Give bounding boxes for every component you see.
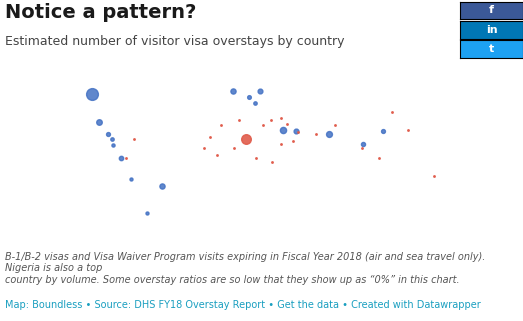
Point bbox=[157, 184, 166, 189]
Point bbox=[256, 89, 265, 94]
Point bbox=[430, 174, 438, 179]
Point bbox=[289, 138, 298, 143]
Point bbox=[359, 141, 367, 146]
Text: in: in bbox=[486, 25, 497, 35]
Point bbox=[130, 137, 138, 142]
Point bbox=[267, 117, 275, 122]
Point bbox=[200, 145, 208, 151]
Point bbox=[251, 100, 259, 105]
Text: t: t bbox=[489, 44, 494, 54]
Point bbox=[143, 211, 152, 216]
Point bbox=[213, 152, 221, 158]
Point bbox=[282, 121, 291, 126]
Point bbox=[109, 143, 117, 148]
Point bbox=[217, 123, 225, 128]
Point bbox=[88, 91, 96, 97]
Point bbox=[252, 155, 260, 160]
Point bbox=[403, 127, 412, 132]
Text: Map: Boundless • Source: DHS FY18 Overstay Report • Get the data • Created with : Map: Boundless • Source: DHS FY18 Overst… bbox=[5, 300, 481, 310]
Point bbox=[279, 127, 287, 132]
Text: f: f bbox=[489, 5, 494, 15]
Point bbox=[235, 117, 244, 122]
Point bbox=[259, 123, 267, 128]
Point bbox=[325, 131, 333, 136]
Text: Notice a pattern?: Notice a pattern? bbox=[5, 3, 196, 22]
Point bbox=[379, 128, 387, 134]
Point bbox=[122, 155, 130, 160]
Point bbox=[95, 120, 103, 125]
Point bbox=[311, 131, 320, 136]
Point bbox=[229, 89, 237, 94]
Point bbox=[108, 137, 116, 142]
Point bbox=[357, 145, 366, 151]
Point bbox=[292, 128, 300, 134]
Point bbox=[388, 110, 396, 115]
Point bbox=[206, 134, 214, 139]
Point bbox=[104, 131, 112, 136]
Text: B-1/B-2 visas and Visa Waiver Program visits expiring in Fiscal Year 2018 (air a: B-1/B-2 visas and Visa Waiver Program vi… bbox=[5, 252, 485, 285]
Point bbox=[374, 155, 383, 160]
Text: Estimated number of visitor visa overstays by country: Estimated number of visitor visa oversta… bbox=[5, 35, 344, 48]
Point bbox=[230, 145, 238, 151]
Point bbox=[242, 137, 250, 142]
Point bbox=[277, 141, 286, 146]
Point bbox=[268, 160, 276, 165]
Point bbox=[117, 155, 125, 160]
Point bbox=[294, 130, 303, 135]
Point bbox=[127, 177, 135, 182]
Point bbox=[331, 123, 339, 128]
Point bbox=[244, 94, 253, 100]
Point bbox=[277, 116, 286, 121]
